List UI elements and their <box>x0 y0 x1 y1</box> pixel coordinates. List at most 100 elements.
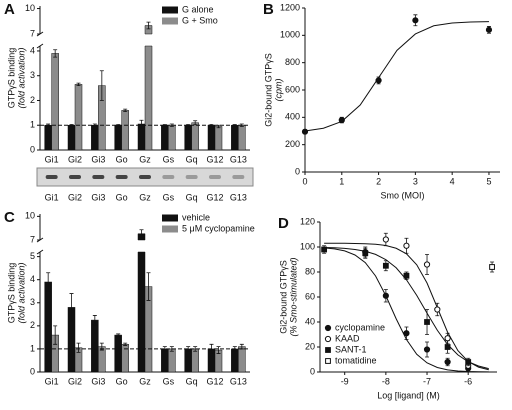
x-tick-label: Go <box>116 154 128 164</box>
error-bar <box>169 123 174 127</box>
error-bar <box>123 108 128 113</box>
legend-marker <box>325 358 331 364</box>
blot-band <box>185 175 198 179</box>
y-tick-label: 2 <box>30 320 35 330</box>
y-tick-label: 10 <box>25 3 35 13</box>
y-tick-label: 100 <box>300 241 315 251</box>
axis-break <box>36 249 44 255</box>
y-tick-label: 1 <box>30 343 35 353</box>
bar <box>231 124 239 151</box>
bar <box>191 122 199 151</box>
panel-label: B <box>263 1 274 18</box>
y-tick-label: 10 <box>25 211 35 221</box>
y-tick-label: 20 <box>305 341 315 351</box>
bar <box>238 124 246 151</box>
marker <box>321 246 328 253</box>
y-axis-label: Gi2-bound GTPγS <box>278 260 288 334</box>
x-axis-label: Log [ligand] (M) <box>377 390 440 400</box>
legend-swatch <box>162 17 178 25</box>
bar <box>44 281 52 373</box>
marker <box>403 242 410 249</box>
y-tick-label: 400 <box>285 112 300 122</box>
y-axis-sublabel: (fold activation) <box>16 47 26 108</box>
y-tick-label: 60 <box>305 291 315 301</box>
error-bar <box>146 272 151 301</box>
bar <box>238 346 246 373</box>
blot-band <box>139 175 151 179</box>
error-bar <box>162 346 167 352</box>
x-tick-label: Gi2 <box>68 376 82 386</box>
marker <box>382 236 389 243</box>
y-tick-label: 4 <box>30 274 35 284</box>
bar <box>161 348 169 373</box>
error-bar <box>193 346 198 352</box>
bar <box>121 110 129 151</box>
y-axis-label: GTPγS binding <box>6 263 16 324</box>
bar <box>44 124 52 151</box>
x-tick-label: 1 <box>339 176 344 186</box>
error-bar <box>162 124 167 127</box>
blot-band <box>232 175 245 179</box>
error-bar <box>139 229 144 239</box>
error-bar <box>99 70 104 101</box>
blot-label: Go <box>116 192 128 202</box>
legend-label: KAAD <box>335 333 360 343</box>
bar <box>91 124 99 151</box>
x-tick-label: 5 <box>486 176 491 186</box>
bar <box>184 348 192 373</box>
bar <box>51 53 59 151</box>
error-bar <box>116 333 121 337</box>
blot-label: Gi3 <box>91 192 105 202</box>
blot-band <box>209 175 221 179</box>
bar <box>168 348 176 373</box>
bar <box>231 348 239 373</box>
blot-band <box>45 175 58 179</box>
marker <box>301 128 309 135</box>
marker <box>485 26 493 33</box>
legend-swatch <box>162 6 178 14</box>
x-tick-label: Gz <box>139 154 151 164</box>
blot-label: G12 <box>206 192 223 202</box>
marker <box>382 262 389 269</box>
y-tick-label: 0 <box>30 144 35 154</box>
x-tick-label: Go <box>116 376 128 386</box>
blot-band <box>92 175 105 179</box>
y-tick-label: 800 <box>285 57 300 67</box>
legend-marker <box>324 335 332 343</box>
x-tick-label: Gq <box>186 154 198 164</box>
bar <box>137 233 146 373</box>
bar <box>207 124 216 151</box>
blot-label: Gi2 <box>68 192 82 202</box>
legend-label: vehicle <box>182 212 210 222</box>
error-bar <box>92 315 97 326</box>
x-tick-label: Gi1 <box>45 154 59 164</box>
y-tick-label: 7 <box>30 28 35 38</box>
x-axis-label: Smo (MOI) <box>381 190 425 200</box>
y-tick-label: 1200 <box>280 2 300 12</box>
bar <box>91 319 99 373</box>
y-axis-label: GTPγS binding <box>6 48 16 109</box>
x-tick-label: Gs <box>163 154 175 164</box>
x-tick-label: Gq <box>186 376 198 386</box>
bar <box>161 124 169 151</box>
x-tick-label: 3 <box>413 176 418 186</box>
legend-swatch <box>162 225 178 233</box>
y-tick-label: 0 <box>310 366 315 376</box>
marker <box>423 346 431 353</box>
bar <box>184 124 192 151</box>
x-tick-label: Gs <box>163 376 175 386</box>
legend-marker <box>324 324 332 332</box>
error-bar <box>216 346 221 354</box>
y-tick-label: 40 <box>305 316 315 326</box>
x-tick-label: Gz <box>139 376 151 386</box>
marker <box>382 292 389 299</box>
panel-label: C <box>4 209 15 226</box>
marker <box>424 319 430 325</box>
blot-band <box>69 175 81 179</box>
error-bar <box>186 124 191 127</box>
marker <box>362 250 369 257</box>
bar <box>74 84 83 151</box>
x-tick-label: -9 <box>341 376 349 386</box>
y-tick-label: 3 <box>30 297 35 307</box>
